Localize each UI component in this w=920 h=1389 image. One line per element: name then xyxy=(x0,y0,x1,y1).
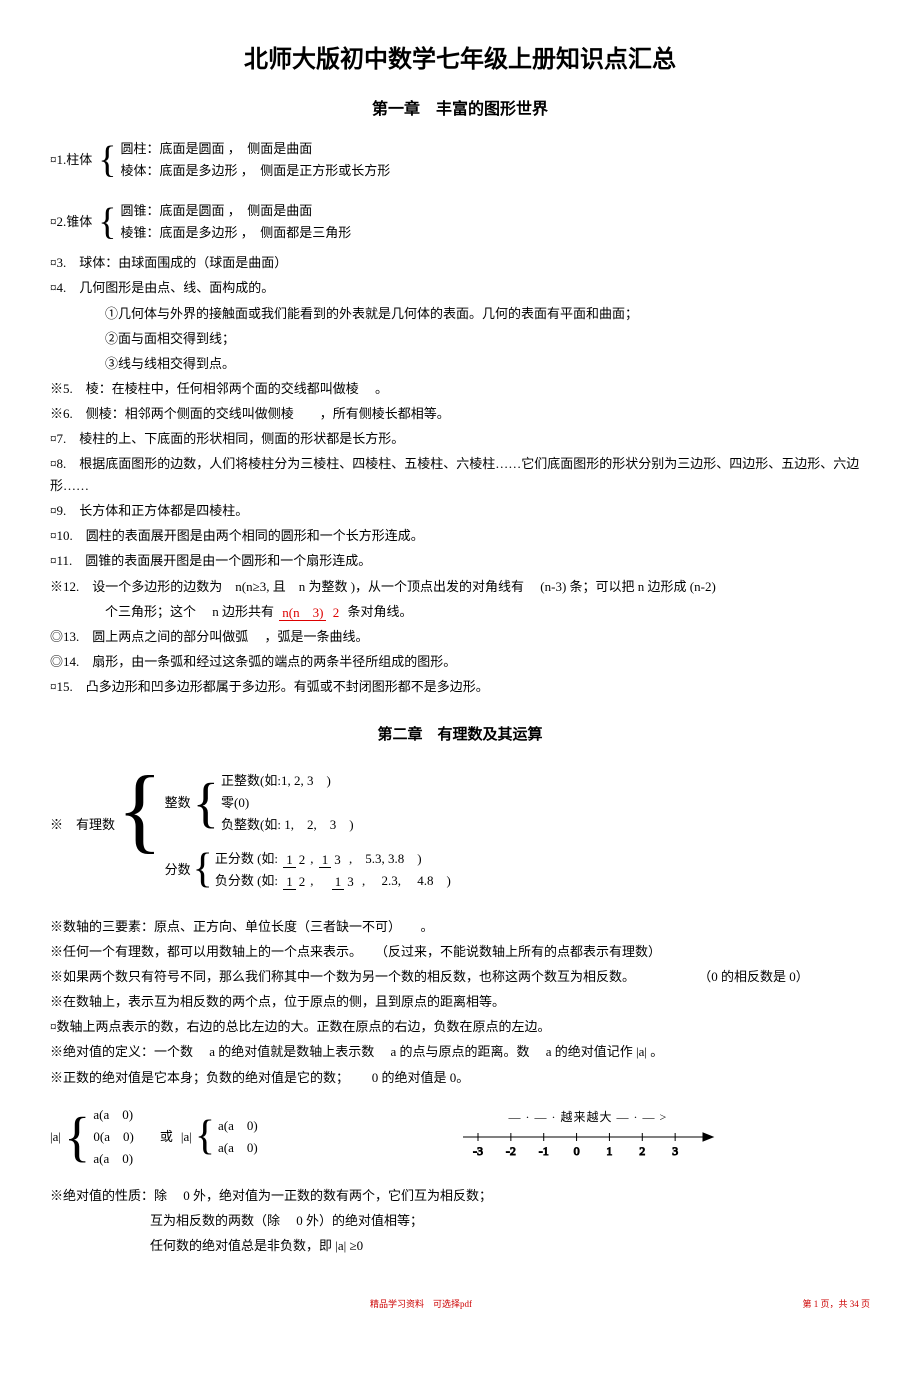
brace-icon: { xyxy=(64,1112,90,1162)
frac-pos: 正分数 (如: 12, 13 , 5.3, 3.8 ) xyxy=(215,848,451,870)
int-label: 整数 xyxy=(165,792,191,814)
doc-title: 北师大版初中数学七年级上册知识点汇总 xyxy=(50,40,870,81)
frac-num: n(n 3) xyxy=(279,605,326,621)
p2: ※任何一个有理数，都可以用数轴上的一个点来表示。 （反过来，不能说数轴上所有的点… xyxy=(50,941,870,963)
footer-left: 精品学习资料 可选择pdf xyxy=(370,1297,472,1312)
item-6: ※6. 侧棱：相邻两个侧面的交线叫做侧棱 ，所有侧棱长都相等。 xyxy=(50,403,870,425)
svg-text:1: 1 xyxy=(606,1144,612,1158)
p5: ¤数轴上两点表示的数，右边的总比左边的大。正数在原点的右边，负数在原点的左边。 xyxy=(50,1016,870,1038)
item-9: ¤9. 长方体和正方体都是四棱柱。 xyxy=(50,500,870,522)
brace-icon: { xyxy=(193,777,219,829)
abs-lhs-2: |a| xyxy=(181,1126,192,1148)
abs-c2: 0(a 0) xyxy=(93,1126,133,1148)
int-pos: 正整数(如:1, 2, 3 ) xyxy=(221,770,354,792)
brace-icon: { xyxy=(117,764,163,854)
int-neg: 负整数(如: 1, 2, 3 ) xyxy=(221,814,354,836)
svg-text:-2: -2 xyxy=(506,1144,516,1158)
svg-text:0: 0 xyxy=(573,1144,579,1158)
brace-icon: { xyxy=(98,143,116,177)
item-1-label: ¤1.柱体 xyxy=(50,149,92,171)
p1: ※数轴的三要素：原点、正方向、单位长度（三者缺一不可） 。 xyxy=(50,916,870,938)
frac-label: 分数 xyxy=(165,859,191,881)
item-10: ¤10. 圆柱的表面展开图是由两个相同的圆形和一个长方形连成。 xyxy=(50,525,870,547)
abs2-c2: a(a 0) xyxy=(218,1137,258,1159)
item-12-frac: n(n 3) 2 xyxy=(279,606,342,620)
brace-icon: { xyxy=(98,205,116,239)
item-1: ¤1.柱体 { 圆柱：底面是圆面 ， 侧面是曲面 棱体：底面是多边形 ， 侧面是… xyxy=(50,138,870,182)
item-4: ¤4. 几何图形是由点、线、面构成的。 xyxy=(50,277,870,299)
number-line-svg: -3 -2 -1 0 1 2 3 xyxy=(458,1129,718,1159)
footer: 精品学习资料 可选择pdf 第 1 页，共 34 页 xyxy=(50,1297,870,1312)
brace-icon: { xyxy=(193,850,213,890)
item-4a: ①几何体与外界的接触面或我们能看到的外表就是几何体的表面。几何的表面有平面和曲面… xyxy=(50,303,870,325)
item-1-b: 棱体：底面是多边形 ， 侧面是正方形或长方形 xyxy=(121,160,391,182)
item-5: ※5. 棱：在棱柱中，任何相邻两个面的交线都叫做棱 。 xyxy=(50,378,870,400)
abs2-c1: a(a 0) xyxy=(218,1115,258,1137)
p8b: 互为相反数的两数（除 0 外）的绝对值相等； xyxy=(50,1210,870,1232)
p6: ※绝对值的定义：一个数 a 的绝对值就是数轴上表示数 a 的点与原点的距离。数 … xyxy=(50,1041,870,1063)
item-7: ¤7. 棱柱的上、下底面的形状相同，侧面的形状都是长方形。 xyxy=(50,428,870,450)
svg-text:3: 3 xyxy=(672,1144,678,1158)
svg-text:-3: -3 xyxy=(473,1144,483,1158)
frac-pos-a: 正分数 (如: xyxy=(215,851,278,866)
frac-third: 13 xyxy=(319,853,344,867)
item-11: ¤11. 圆锥的表面展开图是由一个圆形和一个扇形连成。 xyxy=(50,550,870,572)
frac-half: 12 xyxy=(283,853,308,867)
abs-block-2: |a| { a(a 0) a(a 0) xyxy=(181,1115,258,1159)
p4: ※在数轴上，表示互为相反数的两个点，位于原点的侧，且到原点的距离相等。 xyxy=(50,991,870,1013)
item-3: ¤3. 球体：由球面围成的（球面是曲面） xyxy=(50,252,870,274)
item-12b-pre: 个三角形；这个 n 边形共有 xyxy=(105,604,277,619)
frac-neg: 负分数 (如: 12, 13 , 2.3, 4.8 ) xyxy=(215,870,451,892)
footer-right: 第 1 页，共 34 页 xyxy=(802,1297,870,1312)
item-8: ¤8. 根据底面图形的边数，人们将棱柱分为三棱柱、四棱柱、五棱柱、六棱柱……它们… xyxy=(50,453,870,497)
svg-text:2: 2 xyxy=(639,1144,645,1158)
frac-den: 2 xyxy=(330,605,343,620)
chapter-2-heading: 第二章 有理数及其运算 xyxy=(50,723,870,749)
int-zero: 零(0) xyxy=(221,792,354,814)
item-2-a: 圆锥：底面是圆面 ， 侧面是曲面 xyxy=(121,200,352,222)
item-4c: ③线与线相交得到点。 xyxy=(50,353,870,375)
abs-block-1: |a| { a(a 0) 0(a 0) a(a 0) xyxy=(50,1104,134,1170)
p3b: （0 的相反数是 0） xyxy=(698,969,809,984)
p3: ※如果两个数只有符号不同，那么我们称其中一个数为另一个数的相反数，也称这两个数互… xyxy=(50,966,870,988)
frac-neg-b: , 2.3, 4.8 ) xyxy=(362,873,451,888)
abs-c1: a(a 0) xyxy=(93,1104,133,1126)
chapter-1-heading: 第一章 丰富的图形世界 xyxy=(50,96,870,123)
frac-third-n: 13 xyxy=(332,875,357,889)
item-12a: ※12. 设一个多边形的边数为 n(n≥3, 且 n 为整数 )，从一个顶点出发… xyxy=(50,576,870,598)
tree-root: ※ 有理数 xyxy=(50,764,115,836)
item-4b: ②面与面相交得到线； xyxy=(50,328,870,350)
p7: ※正数的绝对值是它本身；负数的绝对值是它的数； 0 的绝对值是 0。 xyxy=(50,1067,870,1089)
item-1-a: 圆柱：底面是圆面 ， 侧面是曲面 xyxy=(121,138,391,160)
frac-pos-b: , 5.3, 3.8 ) xyxy=(349,851,422,866)
p8: ※绝对值的性质：除 0 外，绝对值为一正数的数有两个，它们互为相反数； xyxy=(50,1185,870,1207)
frac-neg-a: 负分数 (如: xyxy=(215,873,281,888)
rational-tree: ※ 有理数 { 整数 { 正整数(如:1, 2, 3 ) 零(0) 负整数(如:… xyxy=(50,764,870,898)
brace-icon: { xyxy=(195,1118,215,1156)
item-2: ¤2.锥体 { 圆锥：底面是圆面 ， 侧面是曲面 棱锥：底面是多边形 ， 侧面都… xyxy=(50,200,870,244)
number-line: — · — · 越来越大 — · — > -3 -2 -1 0 1 2 3 xyxy=(276,1107,870,1166)
frac-half-n: 12 xyxy=(283,875,308,889)
item-13: ◎13. 圆上两点之间的部分叫做弧 ，弧是一条曲线。 xyxy=(50,626,870,648)
item-2-label: ¤2.锥体 xyxy=(50,211,92,233)
p8c: 任何数的绝对值总是非负数，即 |a| ≥0 xyxy=(50,1235,870,1257)
numline-label: — · — · 越来越大 — · — > xyxy=(306,1107,870,1127)
item-15: ¤15. 凸多边形和凹多边形都属于多边形。有弧或不封闭图形都不是多边形。 xyxy=(50,676,870,698)
abs-lhs: |a| xyxy=(50,1126,61,1148)
abs-c3: a(a 0) xyxy=(93,1148,133,1170)
item-12b: 个三角形；这个 n 边形共有 n(n 3) 2 条对角线。 xyxy=(50,601,870,623)
item-14: ◎14. 扇形，由一条弧和经过这条弧的端点的两条半径所组成的图形。 xyxy=(50,651,870,673)
p3a: ※如果两个数只有符号不同，那么我们称其中一个数为另一个数的相反数，也称这两个数互… xyxy=(50,969,635,984)
item-2-b: 棱锥：底面是多边形 ， 侧面都是三角形 xyxy=(121,222,352,244)
item-12b-post: 条对角线。 xyxy=(347,604,412,619)
svg-text:-1: -1 xyxy=(539,1144,549,1158)
abs-value-row: |a| { a(a 0) 0(a 0) a(a 0) 或 |a| { a(a 0… xyxy=(50,1104,870,1170)
abs-or: 或 xyxy=(160,1126,173,1148)
